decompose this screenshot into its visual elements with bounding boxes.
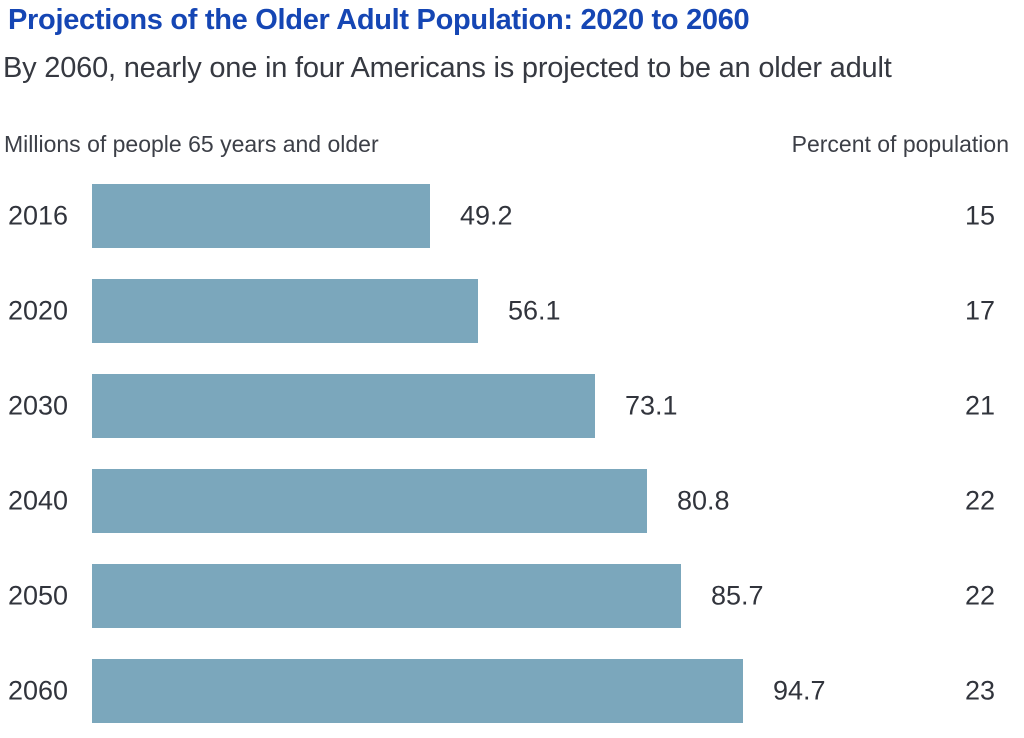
- percent-value: 21: [964, 390, 995, 420]
- population-bar: [92, 373, 595, 438]
- millions-value: 80.8: [677, 485, 730, 515]
- bar-row: 2060 94.7 23: [0, 643, 1024, 738]
- bar-row: 2050 85.7 22: [0, 548, 1024, 643]
- column-headers: Millions of people 65 years and older Pe…: [0, 131, 1024, 159]
- millions-value: 73.1: [625, 390, 678, 420]
- millions-value: 56.1: [508, 295, 561, 325]
- population-bar: [92, 563, 681, 628]
- population-bar: [92, 183, 430, 248]
- percent-value: 22: [964, 580, 995, 610]
- population-bar: [92, 658, 743, 723]
- year-label: 2030: [8, 390, 69, 420]
- right-axis-label: Percent of population: [791, 131, 1009, 157]
- bar-track: 73.1: [92, 373, 1024, 438]
- year-label: 2016: [8, 200, 69, 230]
- percent-value: 23: [964, 675, 995, 705]
- left-axis-label: Millions of people 65 years and older: [4, 131, 379, 157]
- year-label: 2060: [8, 675, 69, 705]
- millions-value: 49.2: [460, 200, 513, 230]
- bar-row: 2040 80.8 22: [0, 453, 1024, 548]
- percent-value: 22: [964, 485, 995, 515]
- bar-chart: 2016 49.2 15 2020 56.1 17 2030 73.1 21 2040 80.8 22…: [0, 168, 1024, 738]
- population-bar: [92, 468, 647, 533]
- bar-track: 85.7: [92, 563, 1024, 628]
- year-label: 2050: [8, 580, 69, 610]
- bar-track: 94.7: [92, 658, 1024, 723]
- bar-track: 56.1: [92, 278, 1024, 343]
- year-label: 2040: [8, 485, 69, 515]
- bar-track: 80.8: [92, 468, 1024, 533]
- millions-value: 85.7: [711, 580, 764, 610]
- bar-track: 49.2: [92, 183, 1024, 248]
- percent-value: 17: [964, 295, 995, 325]
- population-bar: [92, 278, 478, 343]
- percent-value: 15: [964, 200, 995, 230]
- page-title: Projections of the Older Adult Populatio…: [8, 4, 750, 36]
- page-subtitle: By 2060, nearly one in four Americans is…: [3, 52, 892, 84]
- millions-value: 94.7: [773, 675, 826, 705]
- bar-row: 2016 49.2 15: [0, 168, 1024, 263]
- bar-row: 2020 56.1 17: [0, 263, 1024, 358]
- year-label: 2020: [8, 295, 69, 325]
- bar-row: 2030 73.1 21: [0, 358, 1024, 453]
